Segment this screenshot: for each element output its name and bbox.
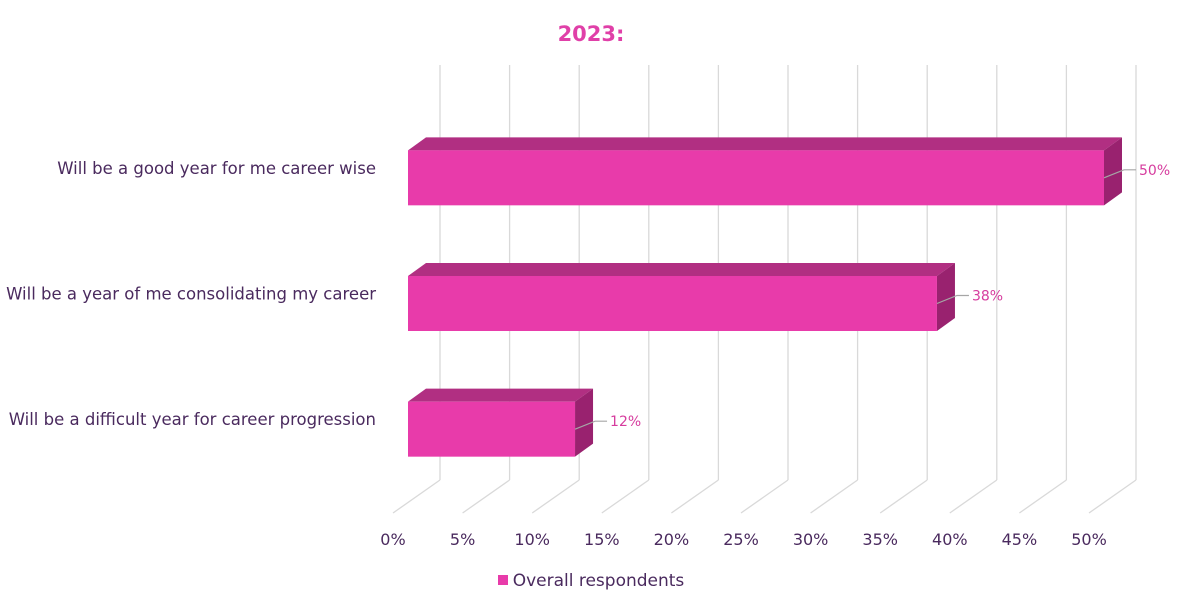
- data-label-leader: [1103, 169, 1136, 179]
- category-label: Will be a difficult year for career prog…: [9, 410, 376, 429]
- bar: [408, 150, 1104, 206]
- x-tick-label: 15%: [584, 530, 620, 549]
- bar-side: [575, 388, 594, 457]
- bar: [408, 276, 937, 331]
- floor-gridline: [531, 479, 580, 514]
- category-label: Will be a year of me consolidating my ca…: [6, 285, 376, 304]
- floor-gridline: [879, 479, 928, 514]
- floor-gridline: [601, 479, 650, 514]
- chart-title: 2023:: [557, 22, 625, 46]
- bar-side: [1104, 137, 1122, 206]
- legend: Overall respondents: [0, 571, 1182, 591]
- floor-gridline: [1088, 479, 1137, 514]
- data-label-leader: [936, 294, 969, 305]
- x-tick-label: 5%: [450, 530, 475, 549]
- x-tick-label: 10%: [514, 530, 550, 549]
- floor-gridline: [810, 479, 858, 514]
- x-tick-label: 25%: [723, 530, 759, 549]
- bar-top: [408, 137, 1122, 151]
- data-label: 12%: [610, 414, 641, 430]
- floor-gridline: [392, 479, 441, 514]
- floor-gridline: [671, 479, 719, 514]
- x-tick-label: 35%: [862, 530, 898, 549]
- bar-side: [936, 263, 955, 331]
- x-tick-label: 0%: [380, 530, 405, 549]
- x-tick-label: 30%: [793, 530, 829, 549]
- floor-gridline: [740, 479, 789, 514]
- x-tick-label: 45%: [1002, 530, 1038, 549]
- category-label: Will be a good year for me career wise: [57, 159, 376, 178]
- legend-swatch: [497, 575, 508, 585]
- data-label: 38%: [972, 289, 1003, 305]
- bar-top: [408, 263, 955, 276]
- x-tick-label: 20%: [654, 530, 690, 549]
- floor-gridline: [949, 479, 998, 514]
- legend-label: Overall respondents: [512, 571, 685, 591]
- data-label: 50%: [1139, 163, 1170, 179]
- floor-gridline: [462, 479, 510, 514]
- x-tick-label: 40%: [932, 530, 968, 549]
- data-label-leader: [574, 420, 608, 430]
- bar: [408, 401, 576, 457]
- floor-gridline: [1019, 479, 1067, 514]
- x-tick-label: 50%: [1071, 530, 1107, 549]
- bar-top: [408, 388, 594, 402]
